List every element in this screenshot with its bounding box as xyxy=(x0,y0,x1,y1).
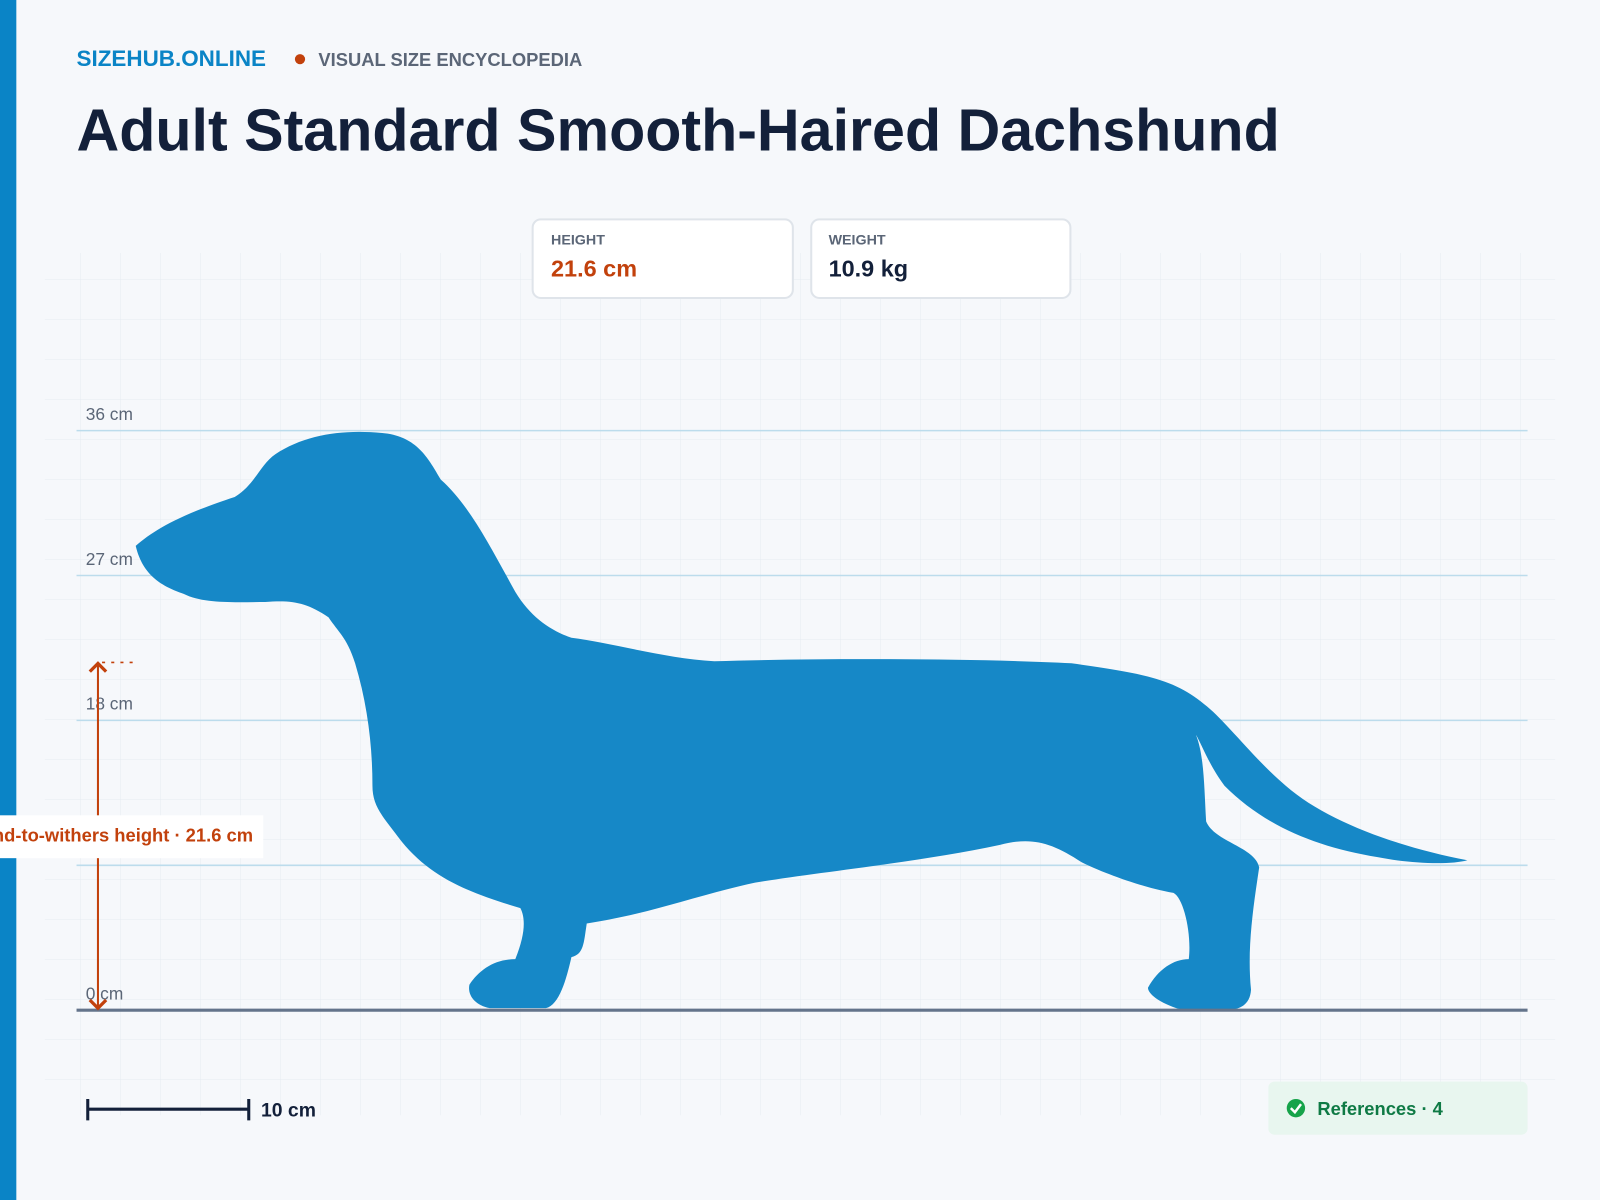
stat-card: HEIGHT 21.6 cm xyxy=(531,218,794,299)
stat-value: 21.6 cm xyxy=(551,256,637,282)
brand: SIZEHUB.ONLINE xyxy=(77,46,267,71)
scale-bar xyxy=(86,1098,251,1121)
title: Adult Standard Smooth-Haired Dachshund xyxy=(77,96,1280,163)
dot xyxy=(294,54,306,65)
tick-label: 18 cm xyxy=(86,694,133,714)
stat-label: WEIGHT xyxy=(829,233,886,249)
tick-label: 27 cm xyxy=(86,549,133,569)
tagline: VISUAL SIZE ENCYCLOPEDIA xyxy=(318,49,582,70)
stat-value: 10.9 kg xyxy=(829,256,909,282)
tick-label: 36 cm xyxy=(86,404,133,424)
tick-label: 0 cm xyxy=(86,983,124,1003)
scale-bar-label: 10 cm xyxy=(261,1099,316,1121)
references-label[interactable]: References · 4 xyxy=(1317,1098,1443,1119)
measure-label-bg xyxy=(0,815,264,859)
accent-bar xyxy=(0,0,17,1200)
measure-label: Ground-to-withers height · 21.6 cm xyxy=(0,825,253,846)
stat-card: WEIGHT 10.9 kg xyxy=(810,218,1072,299)
dog-silhouette xyxy=(135,431,1468,1011)
stat-label: HEIGHT xyxy=(551,233,605,249)
references-badge[interactable]: References · 4 xyxy=(1268,1081,1528,1135)
